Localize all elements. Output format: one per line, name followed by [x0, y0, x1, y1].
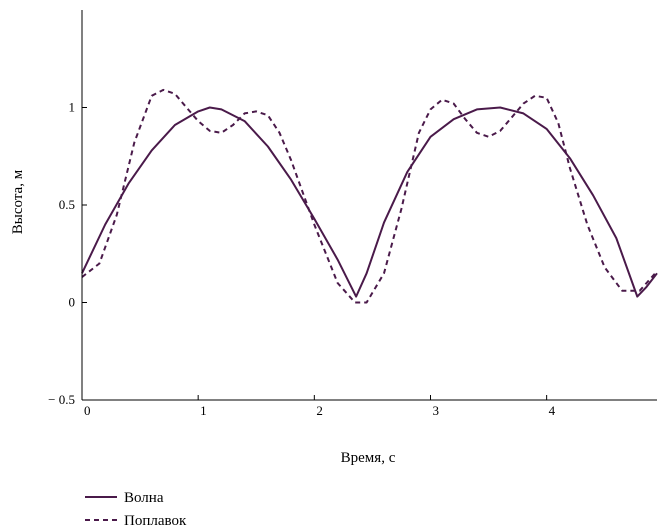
x-axis-label: Время, с — [341, 450, 396, 466]
ticks: − 0.5 0 0.5 1 0 1 2 3 4 — [48, 100, 555, 419]
y-tick-label: 0 — [69, 295, 76, 310]
legend-label-wave: Волна — [124, 490, 164, 506]
y-axis-label: Высота, м — [10, 169, 26, 234]
y-tick-label: 0.5 — [59, 197, 75, 212]
y-tick-label: 1 — [69, 100, 76, 115]
legend: Волна Поплавок — [85, 490, 187, 529]
series-line-wave — [81, 106, 658, 298]
plot-area — [81, 88, 658, 304]
legend-label-float: Поплавок — [124, 513, 187, 529]
series-line-float — [81, 88, 658, 304]
y-tick-label: − 0.5 — [48, 392, 75, 407]
x-tick-label: 2 — [316, 403, 323, 418]
x-tick-label: 4 — [549, 403, 556, 418]
x-tick-label: 1 — [200, 403, 207, 418]
x-tick-label: 0 — [84, 403, 91, 418]
axes — [81, 10, 657, 401]
x-tick-label: 3 — [432, 403, 439, 418]
